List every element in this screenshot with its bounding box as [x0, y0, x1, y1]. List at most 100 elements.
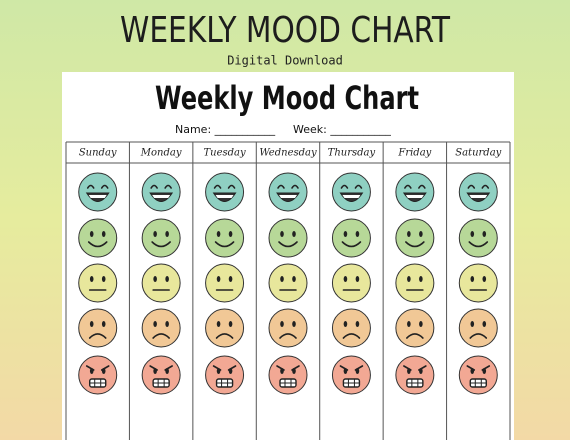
mood-face — [458, 355, 498, 395]
face-circle — [458, 355, 498, 395]
eye — [280, 368, 284, 374]
eye — [89, 321, 94, 327]
eye — [292, 276, 296, 282]
eye — [292, 321, 296, 327]
face-circle — [331, 218, 371, 258]
eye — [407, 276, 411, 282]
mood-face — [458, 172, 498, 212]
eye — [404, 184, 426, 189]
face-circle — [458, 263, 498, 303]
mood-face — [78, 355, 118, 395]
face-circle — [458, 172, 498, 212]
face-circle — [205, 172, 245, 212]
header-subtitle: Digital Download — [227, 54, 343, 68]
eye — [216, 368, 221, 374]
face-circle — [395, 355, 435, 395]
eye — [150, 184, 172, 189]
face-circle — [458, 218, 498, 258]
eye — [153, 321, 157, 327]
face-circle — [268, 308, 308, 348]
eye — [407, 231, 411, 237]
mouth — [279, 333, 297, 339]
teeth — [152, 378, 170, 388]
day-label: Thursday — [328, 148, 376, 159]
eye — [280, 231, 284, 237]
mouth — [469, 333, 488, 339]
face-circle — [141, 218, 181, 258]
eye — [153, 231, 157, 237]
face-circle — [395, 218, 435, 258]
teeth — [406, 378, 424, 388]
eye — [165, 231, 169, 237]
eye — [355, 231, 360, 237]
teeth — [88, 195, 107, 198]
eye — [407, 368, 411, 374]
mouth — [468, 241, 489, 248]
face-circle — [205, 218, 245, 258]
eye — [419, 231, 423, 237]
sheet-title: Weekly Mood Chart — [155, 79, 419, 117]
eye — [419, 368, 423, 374]
teeth — [279, 195, 297, 198]
eye — [292, 231, 296, 237]
mood-face — [331, 172, 371, 212]
face-circle — [78, 355, 118, 395]
eye — [355, 368, 360, 374]
mood-face — [78, 263, 118, 303]
eye — [407, 321, 411, 327]
mood-face — [141, 218, 181, 258]
eye — [419, 276, 423, 282]
mood-face — [331, 218, 371, 258]
eye — [101, 276, 106, 282]
eye — [228, 231, 233, 237]
eye — [419, 321, 423, 327]
mood-face — [331, 355, 371, 395]
mood-face — [458, 263, 498, 303]
mood-face — [205, 172, 245, 212]
eye — [216, 231, 221, 237]
face-circle — [141, 263, 181, 303]
teeth — [279, 378, 297, 388]
mood-face — [458, 218, 498, 258]
teeth — [469, 195, 488, 198]
eye — [228, 368, 233, 374]
teeth — [342, 195, 361, 198]
eye — [213, 184, 236, 189]
mood-face — [141, 263, 181, 303]
mouth — [152, 333, 170, 339]
face-circle — [78, 308, 118, 348]
mouth — [87, 241, 108, 248]
eye — [343, 231, 348, 237]
face-circle — [458, 308, 498, 348]
name-field: Name: ___________ — [175, 123, 276, 136]
eye — [216, 276, 221, 282]
face-circle — [331, 308, 371, 348]
day-label: Saturday — [455, 148, 501, 159]
mood-face — [395, 172, 435, 212]
mood-face — [331, 263, 371, 303]
mood-face — [205, 263, 245, 303]
eye — [101, 231, 106, 237]
eye — [470, 368, 475, 374]
mood-face — [268, 263, 308, 303]
teeth — [152, 195, 171, 198]
mouth — [342, 333, 361, 339]
mood-face — [395, 355, 435, 395]
mouth — [88, 333, 107, 339]
face-circle — [268, 218, 308, 258]
mood-face — [205, 308, 245, 348]
eye — [470, 276, 475, 282]
face-circle — [205, 308, 245, 348]
mood-face — [458, 308, 498, 348]
face-circle — [395, 172, 435, 212]
mouth — [278, 241, 298, 248]
mouth — [214, 241, 235, 248]
face-circle — [205, 263, 245, 303]
mood-face — [141, 308, 181, 348]
mood-face — [268, 308, 308, 348]
mouth — [215, 333, 234, 339]
eye — [165, 321, 169, 327]
eye — [482, 321, 487, 327]
